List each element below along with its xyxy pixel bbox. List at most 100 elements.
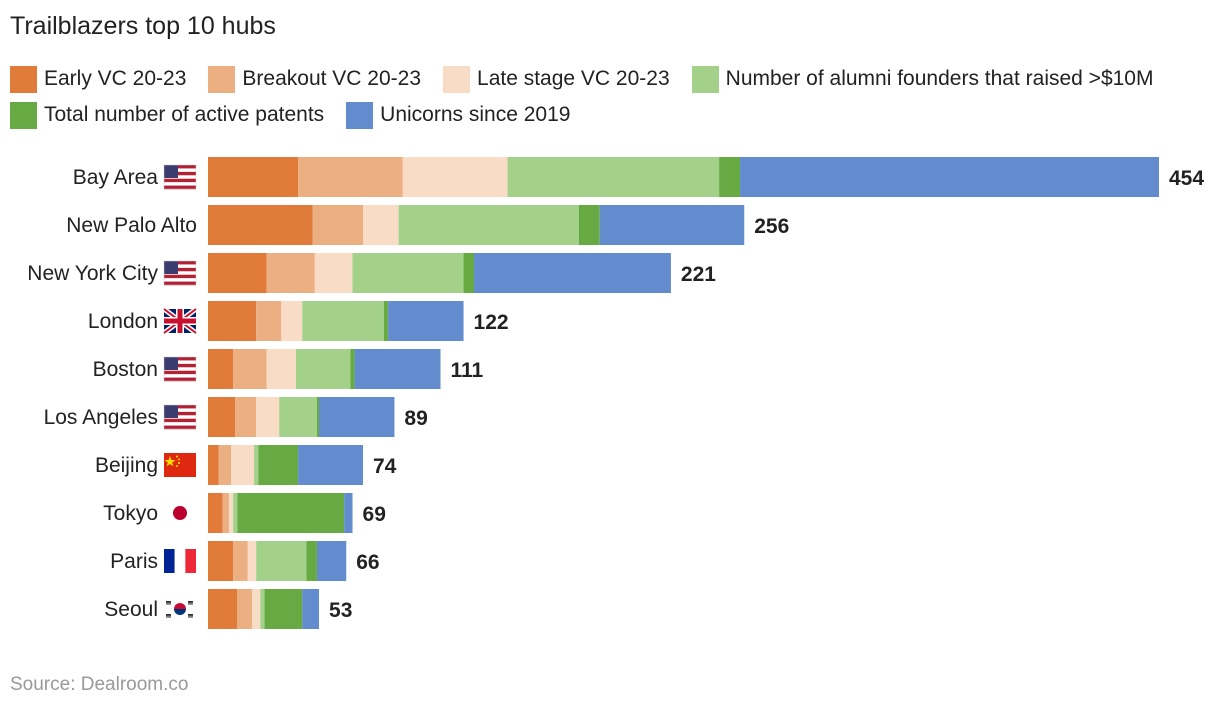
bar-segment [256,397,280,437]
bar-segment [208,253,267,293]
bar-segment [463,253,475,293]
legend-label: Total number of active patents [44,103,325,126]
bar-segment [474,253,671,293]
bar-segment [312,205,364,245]
legend-swatch [10,101,37,129]
bar-segment [208,589,238,629]
legend-label: Unicorns since 2019 [380,103,571,126]
bar-segment [354,349,441,389]
total-label: 53 [329,599,352,622]
category-label: New Palo Alto [66,214,197,237]
category-label: Tokyo [103,502,158,525]
total-label: 74 [373,455,397,478]
bar-segment [302,301,384,341]
category-label: Paris [110,550,158,573]
bar-segment [258,445,299,485]
legend-swatch [346,101,374,129]
legend-label: Early VC 20-23 [44,67,187,90]
total-label: 111 [451,359,484,382]
bar-segment [281,301,303,341]
bar-segment [383,301,389,341]
us-flag-icon [163,260,197,286]
cn-flag-icon [164,453,196,477]
bar-segment [256,301,282,341]
bar-segment [233,541,248,581]
bar-segment [208,205,313,245]
bar-segment [208,301,257,341]
us-flag-icon [163,164,197,190]
bar-segment [233,349,267,389]
bar-segment [316,541,347,581]
total-label: 256 [754,215,789,238]
legend-label: Breakout VC 20-23 [242,67,422,90]
bar-segment [208,541,234,581]
category-label: London [88,310,158,333]
bar-segment [402,157,508,197]
category-label: Seoul [104,598,158,621]
bar-segment [578,205,600,245]
bar-segment [350,349,355,389]
bar-segment [247,541,257,581]
bar-chart: Bay Area 454 New Palo Alto 256 New York City… [27,157,1204,629]
total-label: 454 [1169,167,1204,190]
legend-item: Late stage VC 20-23 [443,64,670,94]
legend-swatch [443,65,471,93]
legend-swatch [208,65,236,93]
us-flag-icon [163,356,197,382]
legend-item: Breakout VC 20-23 [208,64,421,94]
bar-segment [237,493,345,533]
total-label: 89 [404,407,427,430]
bar-segment [256,541,307,581]
fr-flag-icon [164,549,196,573]
bar-segment [264,589,303,629]
total-label: 221 [681,263,716,286]
bar-segment [279,397,317,437]
legend-item: Number of alumni founders that raised >$… [691,64,1154,94]
legend: Early VC 20-23 Breakout VC 20-23 Late stag… [10,64,1210,130]
bar-segment [266,253,315,293]
category-label: Los Angeles [44,406,158,429]
bar-segment [295,349,351,389]
total-label: 122 [474,311,509,334]
bar-segment [251,589,261,629]
category-label: Beijing [95,454,158,477]
bar-segment [740,157,1159,197]
category-label: Boston [93,358,158,381]
bar-segment [388,301,464,341]
legend-swatch [691,65,719,93]
chart-title: Trailblazers top 10 hubs [10,12,276,40]
bar-segment [208,445,219,485]
bar-segment [363,205,399,245]
legend-label: Late stage VC 20-23 [477,67,670,90]
bar-segment [352,253,464,293]
bar-segment [306,541,317,581]
legend-item: Total number of active patents [10,100,324,130]
bar-segment [314,253,353,293]
bar-segment [266,349,296,389]
legend-swatch [10,65,37,93]
bar-segment [260,589,265,629]
us-flag-icon [163,404,197,430]
bar-segment [319,397,395,437]
bar-segment [235,397,257,437]
legend-label: Number of alumni founders that raised >$… [725,67,1154,90]
jp-flag-icon [164,501,196,525]
bar-segment [228,493,234,533]
bar-segment [719,157,741,197]
legend-item: Unicorns since 2019 [346,100,570,130]
bar-segment [298,445,364,485]
bar-segment [237,589,252,629]
bar-segment [316,397,320,437]
bar-segment [218,445,232,485]
bar-segment [222,493,229,533]
bar-segment [208,349,234,389]
bar-segment [254,445,259,485]
kr-flag-icon [164,597,196,621]
legend-item: Early VC 20-23 [10,64,186,94]
category-label: New York City [27,262,158,285]
bar-segment [302,589,320,629]
bar-segment [344,493,353,533]
source-note: Source: Dealroom.co [10,674,189,695]
total-label: 66 [356,551,379,574]
bar-segment [298,157,403,197]
